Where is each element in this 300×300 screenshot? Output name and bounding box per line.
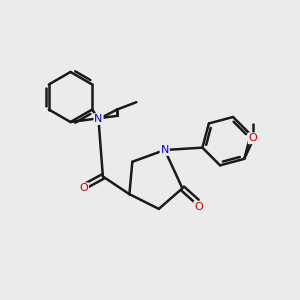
Text: N: N xyxy=(94,114,103,124)
Text: O: O xyxy=(194,202,203,212)
Text: O: O xyxy=(80,183,88,193)
Text: N: N xyxy=(160,145,169,155)
Text: O: O xyxy=(249,133,257,143)
